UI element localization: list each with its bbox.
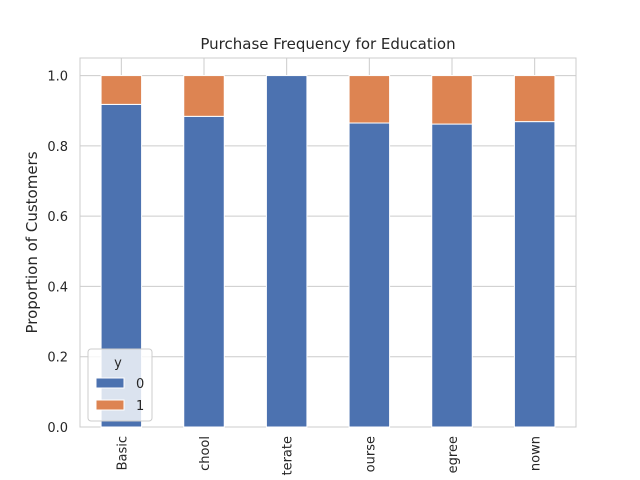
y-axis-label: Proportion of Customers	[23, 151, 41, 333]
y-tick-label: 0.8	[47, 140, 68, 155]
legend-label-1: 1	[136, 399, 144, 414]
bar-series-1	[183, 75, 225, 117]
x-tick-label: chool	[198, 436, 213, 471]
bar-series-1	[348, 75, 391, 124]
x-tick-label: nown	[529, 436, 544, 471]
bar-series-1	[513, 75, 556, 123]
legend: y 01	[87, 348, 153, 422]
legend-title: y	[114, 356, 122, 371]
x-tick-labels: Basic chool terate ourse egree nown	[115, 436, 543, 476]
y-tick-label: 0.2	[47, 351, 68, 366]
x-tick-label: Basic	[115, 436, 130, 470]
y-tick-label: 0.0	[47, 421, 68, 436]
x-tick-label: terate	[281, 436, 296, 476]
y-tick-label: 1.0	[47, 70, 68, 85]
chart-title: Purchase Frequency for Education	[200, 35, 455, 53]
plot-area-frame	[79, 57, 577, 428]
legend-swatch-0	[95, 377, 125, 389]
x-tick-label: egree	[446, 436, 461, 473]
legend-items: 01	[95, 377, 144, 414]
bar-series-1	[100, 75, 143, 105]
y-tick-labels: 0.0 0.2 0.4 0.6 0.8 1.0	[47, 70, 68, 436]
x-tick-label: ourse	[363, 436, 378, 472]
bar-series-0	[431, 123, 473, 428]
legend-swatch-1	[95, 399, 125, 411]
bar-series-0	[348, 122, 391, 428]
bar-series-0	[265, 75, 308, 428]
bar-series-0	[183, 115, 225, 428]
bars	[100, 75, 556, 428]
legend-label-0: 0	[136, 377, 144, 392]
bar-series-1	[431, 75, 473, 125]
grid-lines	[80, 58, 576, 428]
y-tick-label: 0.6	[47, 210, 68, 225]
bar-series-0	[513, 121, 556, 428]
y-tick-label: 0.4	[47, 280, 68, 295]
